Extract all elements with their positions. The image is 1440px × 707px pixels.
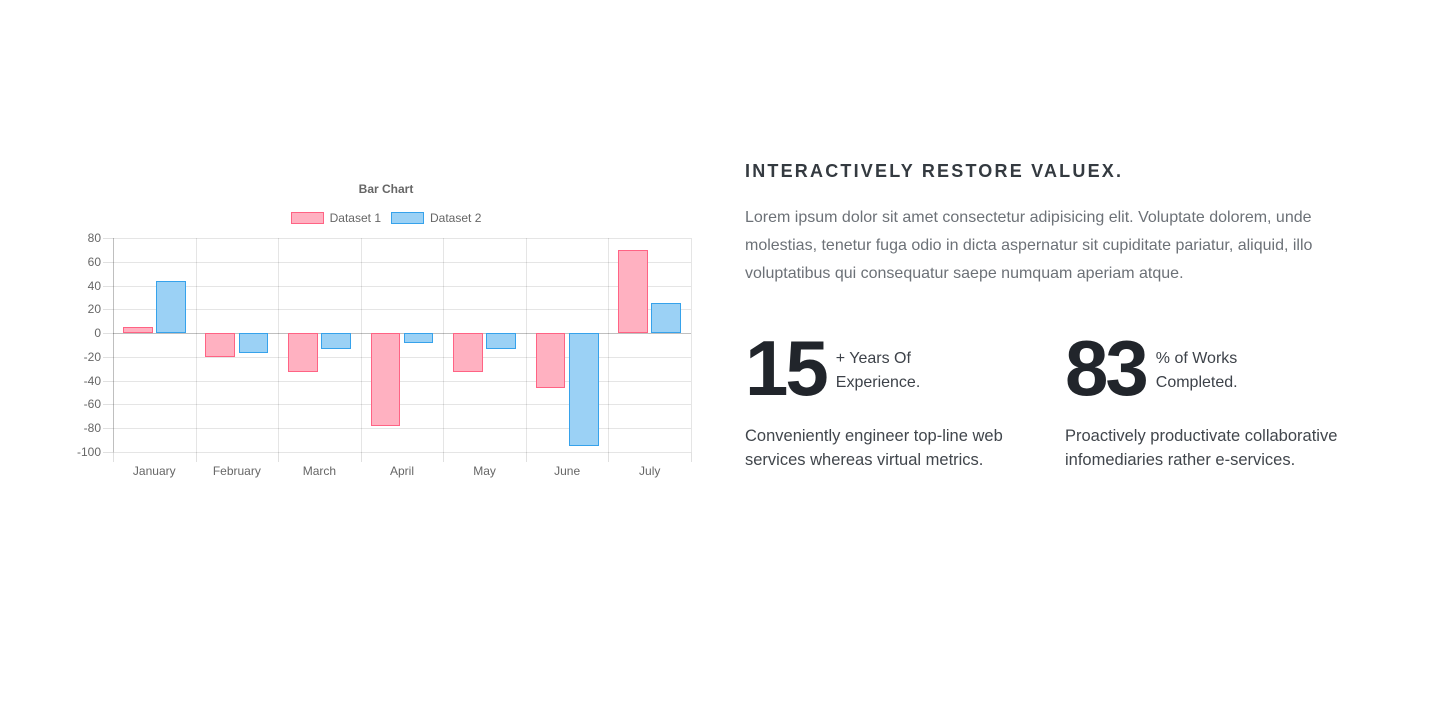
y-tick-mark [103,428,113,430]
x-tick-label: April [389,464,415,478]
stat-label-line: Completed. [1155,374,1238,391]
legend-swatch [290,212,324,224]
x-tick-label: January [132,464,176,478]
stat-head: 83 % of Works Completed. [1065,324,1385,412]
bar-dataset-1-may[interactable] [453,333,483,373]
gridline [113,404,691,406]
legend-swatch [391,212,424,224]
y-tick-mark [103,356,113,358]
y-tick-mark [103,261,113,263]
gridline [113,452,691,453]
bar-dataset-2-july[interactable] [651,303,682,334]
stat-label-line: Experience. [835,374,921,391]
stat-description-years: Conveniently engineer top-line web servi… [745,427,1003,469]
gridline [113,261,691,263]
x-tick-mark [360,452,362,462]
bar-dataset-1-february[interactable] [205,333,236,357]
section-paragraph: Lorem ipsum dolor sit amet consectetur a… [745,209,1313,282]
y-tick-label: 20 [87,302,101,317]
gridline [443,238,445,452]
stat-label-line: + Years Of [835,350,911,367]
gridline [113,238,691,239]
bar-dataset-2-june[interactable] [568,333,599,447]
chart-y-axis: 80 60 40 20 0 -20 -40 -60 -80 -100 [77,231,101,459]
y-tick-label: 60 [87,254,101,269]
section-heading: INTERACTIVELY RESTORE VALUEX. [745,161,1124,181]
gridline [113,380,691,382]
gridline [360,238,362,452]
gridline [113,428,691,430]
y-tick-label: 80 [87,231,101,245]
x-tick-label: May [473,464,496,478]
stat-description-works: Proactively productivate collaborative i… [1065,427,1338,469]
x-tick-mark [113,452,114,462]
gridline [278,238,280,452]
gridline [113,309,691,311]
gridline [113,238,114,452]
gridline [608,238,610,452]
gridline [195,238,197,452]
legend-item-dataset-2[interactable]: Dataset 2 [391,211,481,225]
y-tick-mark [103,452,113,453]
x-tick-label: June [554,464,581,478]
stat-label-line: % of Works [1155,350,1238,367]
chart-x-axis: January February March April May June July [113,464,691,480]
bar-dataset-1-april[interactable] [370,333,401,426]
legend-label: Dataset 1 [329,211,381,225]
stat-experience: 15 + Years Of Experience. Conveniently e… [745,324,1065,472]
bar-dataset-2-april[interactable] [403,333,434,343]
bar-dataset-2-january[interactable] [155,280,186,334]
stat-label-works: % of Works Completed. [1156,338,1238,395]
content-section: INTERACTIVELY RESTORE VALUEX. Lorem ipsu… [745,160,1385,472]
chart-title: Bar Chart [358,182,414,196]
gridline [525,238,527,452]
y-tick-mark [103,285,113,287]
y-tick-mark [103,309,113,311]
y-tick-label: -20 [83,349,101,364]
x-tick-label: February [212,464,261,478]
y-tick-label: 40 [87,278,101,293]
legend-label: Dataset 2 [430,211,482,225]
stat-value-years: 15 [745,324,829,412]
y-tick-label: -40 [83,373,101,388]
legend-item-dataset-1[interactable]: Dataset 1 [290,211,381,225]
x-tick-mark [691,452,692,462]
gridline [113,333,691,335]
stat-value-works: 83 [1065,324,1149,412]
gridline [113,285,691,287]
stat-works: 83 % of Works Completed. Proactively pro… [1065,324,1385,472]
x-tick-label: July [639,464,661,478]
gridline [113,356,691,358]
y-tick-label: -100 [76,445,101,459]
bar-chart: Bar Chart Dataset 1 Dataset 2 80 60 40 20 0 -2… [77,180,692,480]
x-tick-mark [195,452,197,462]
bar-dataset-1-march[interactable] [288,333,318,373]
stats-row: 15 + Years Of Experience. Conveniently e… [745,324,1385,472]
x-tick-mark [278,452,280,462]
stat-head: 15 + Years Of Experience. [745,324,1065,412]
bar-dataset-1-july[interactable] [618,249,649,334]
y-tick-mark [103,238,113,239]
x-tick-mark [443,452,445,462]
y-tick-label: 0 [94,326,101,341]
y-tick-mark [103,404,113,406]
x-tick-mark [608,452,610,462]
stat-label-years: + Years Of Experience. [836,338,921,395]
x-tick-mark [525,452,527,462]
bar-dataset-2-february[interactable] [238,333,269,354]
y-tick-label: -80 [83,421,101,436]
gridline [691,238,692,452]
y-tick-mark [103,333,113,335]
bar-dataset-2-may[interactable] [486,333,516,349]
y-tick-label: -60 [83,397,101,412]
x-tick-label: March [302,464,337,478]
bar-dataset-1-january[interactable] [122,327,153,334]
chart-plot-area [103,238,692,462]
bar-dataset-2-march[interactable] [321,333,351,349]
y-tick-mark [103,380,113,382]
bar-dataset-1-june[interactable] [535,333,566,388]
chart-legend: Dataset 1 Dataset 2 [80,211,692,225]
